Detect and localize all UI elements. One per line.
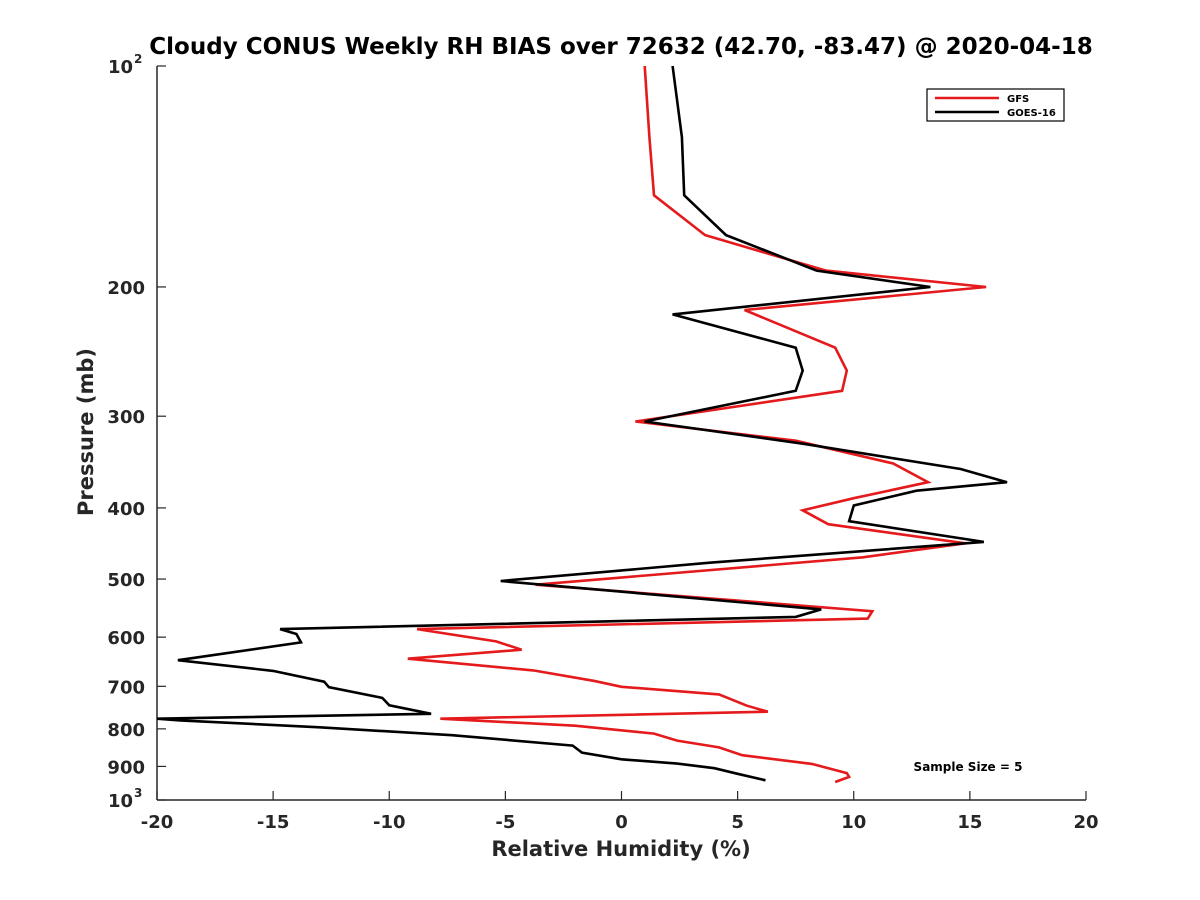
y-tick-label: 400 <box>107 499 145 520</box>
y-tick-label: 600 <box>107 628 145 649</box>
y-tick-exponent: 3 <box>134 786 142 800</box>
y-tick-label: 200 <box>107 278 145 299</box>
legend-label: GOES-16 <box>1007 108 1056 119</box>
y-axis-label: Pressure (mb) <box>74 348 98 516</box>
x-tick-label: 20 <box>1073 812 1098 833</box>
sample-size-annotation: Sample Size = 5 <box>914 760 1023 774</box>
legend: GFS GOES-16 <box>926 88 1065 122</box>
legend-label: GFS <box>1007 94 1029 105</box>
x-tick-label: -15 <box>257 812 290 833</box>
y-tick-label: 900 <box>107 757 145 778</box>
x-tick-label: 15 <box>957 812 982 833</box>
y-tick-label: 10 <box>108 57 133 78</box>
x-tick-label: -5 <box>495 812 515 833</box>
y-tick-label: 300 <box>107 407 145 428</box>
y-tick-label: 800 <box>107 720 145 741</box>
series-lines <box>156 65 1008 784</box>
y-tick-label: 700 <box>107 677 145 698</box>
series-line-gfs <box>407 65 987 784</box>
x-tick-label: 5 <box>731 812 744 833</box>
x-tick-label: -10 <box>373 812 406 833</box>
series-line-goes-16 <box>156 65 1008 782</box>
y-tick-label: 500 <box>107 570 145 591</box>
legend-box <box>926 88 1065 122</box>
chart-title: Cloudy CONUS Weekly RH BIAS over 72632 (… <box>149 34 1092 60</box>
x-ticks: -20 -15 -10 -5 0 5 10 15 20 <box>141 791 1099 833</box>
x-axis-label: Relative Humidity (%) <box>491 837 750 861</box>
x-tick-label: 10 <box>841 812 866 833</box>
x-tick-label: 0 <box>615 812 628 833</box>
y-tick-exponent: 2 <box>134 52 142 66</box>
x-tick-label: -20 <box>141 812 174 833</box>
y-tick-label: 10 <box>108 791 133 812</box>
